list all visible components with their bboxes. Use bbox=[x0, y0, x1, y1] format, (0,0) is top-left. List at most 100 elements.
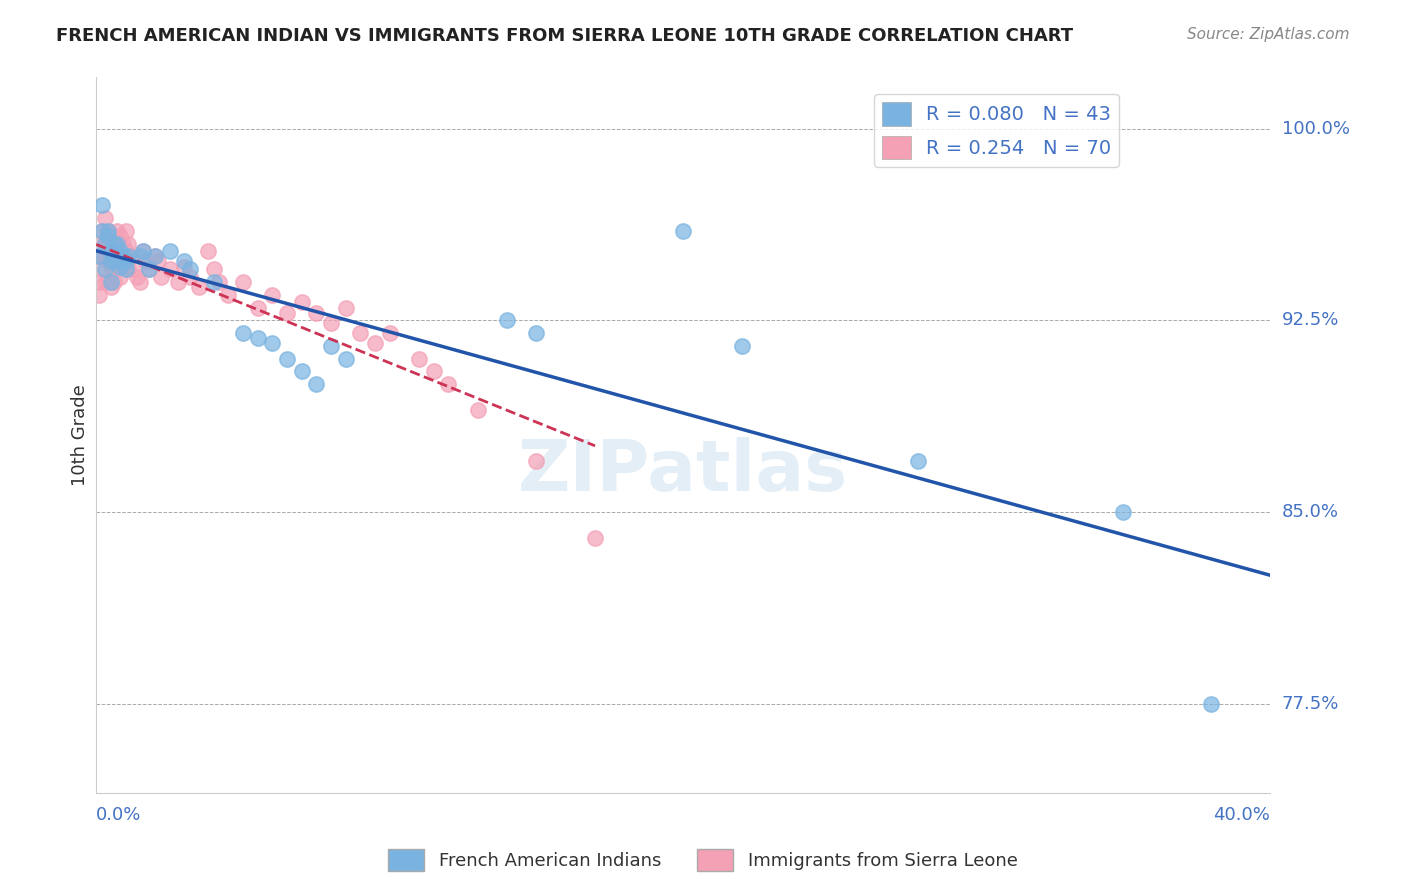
Text: 92.5%: 92.5% bbox=[1282, 311, 1339, 329]
Point bbox=[97, 224, 120, 238]
Point bbox=[105, 236, 128, 251]
Point bbox=[173, 254, 195, 268]
Text: 85.0%: 85.0% bbox=[1282, 503, 1339, 521]
Point bbox=[364, 336, 387, 351]
Point bbox=[105, 224, 128, 238]
Point bbox=[217, 287, 239, 301]
Point bbox=[149, 269, 172, 284]
Point bbox=[335, 301, 357, 315]
Point bbox=[114, 254, 136, 268]
Text: Source: ZipAtlas.com: Source: ZipAtlas.com bbox=[1187, 27, 1350, 42]
Point bbox=[276, 351, 298, 366]
Point bbox=[907, 454, 929, 468]
Point bbox=[114, 262, 136, 277]
Point bbox=[117, 262, 139, 277]
Point bbox=[262, 336, 284, 351]
Point bbox=[246, 331, 269, 345]
Point bbox=[94, 236, 117, 251]
Text: 100.0%: 100.0% bbox=[1282, 120, 1350, 137]
Point bbox=[91, 236, 114, 251]
Point bbox=[105, 244, 128, 259]
Point bbox=[246, 301, 269, 315]
Point bbox=[97, 254, 120, 268]
Point bbox=[97, 224, 120, 238]
Point bbox=[114, 244, 136, 259]
Point bbox=[1199, 697, 1222, 711]
Point bbox=[135, 254, 157, 268]
Point bbox=[108, 244, 131, 259]
Point bbox=[91, 262, 114, 277]
Point bbox=[143, 249, 166, 263]
Point bbox=[496, 313, 519, 327]
Point bbox=[100, 244, 122, 259]
Point bbox=[111, 236, 134, 251]
Text: ZIPatlas: ZIPatlas bbox=[517, 436, 848, 506]
Point bbox=[100, 280, 122, 294]
Point bbox=[167, 275, 190, 289]
Point bbox=[100, 244, 122, 259]
Point bbox=[124, 262, 146, 277]
Point bbox=[111, 257, 134, 271]
Point bbox=[378, 326, 401, 340]
Point bbox=[105, 254, 128, 268]
Text: 77.5%: 77.5% bbox=[1282, 695, 1339, 713]
Point bbox=[132, 244, 155, 259]
Point bbox=[202, 275, 225, 289]
Point bbox=[197, 244, 219, 259]
Point bbox=[108, 260, 131, 274]
Point bbox=[97, 228, 120, 243]
Point bbox=[422, 364, 444, 378]
Point bbox=[159, 262, 181, 277]
Point bbox=[117, 236, 139, 251]
Point bbox=[132, 244, 155, 259]
Point bbox=[143, 249, 166, 263]
Point bbox=[672, 224, 695, 238]
Point bbox=[305, 377, 328, 392]
Point bbox=[120, 249, 142, 263]
Point bbox=[117, 249, 139, 263]
Y-axis label: 10th Grade: 10th Grade bbox=[72, 384, 89, 486]
Point bbox=[108, 249, 131, 263]
Point bbox=[91, 224, 114, 238]
Point bbox=[114, 224, 136, 238]
Point bbox=[232, 275, 254, 289]
Point bbox=[87, 249, 110, 263]
Point bbox=[319, 316, 342, 330]
Point bbox=[94, 275, 117, 289]
Point bbox=[731, 339, 754, 353]
Point bbox=[100, 228, 122, 243]
Point bbox=[349, 326, 371, 340]
Point bbox=[105, 262, 128, 277]
Point bbox=[94, 211, 117, 225]
Point bbox=[232, 326, 254, 340]
Point bbox=[87, 275, 110, 289]
Point bbox=[103, 236, 125, 251]
Point bbox=[437, 377, 460, 392]
Point bbox=[524, 454, 547, 468]
Point bbox=[291, 364, 314, 378]
Text: 0.0%: 0.0% bbox=[96, 806, 142, 824]
Point bbox=[108, 228, 131, 243]
Point bbox=[94, 262, 117, 277]
Point bbox=[103, 236, 125, 251]
Point bbox=[111, 249, 134, 263]
Point bbox=[408, 351, 430, 366]
Point bbox=[97, 236, 120, 251]
Point bbox=[103, 249, 125, 263]
Point bbox=[1112, 505, 1135, 519]
Point bbox=[91, 198, 114, 212]
Point bbox=[129, 275, 152, 289]
Point bbox=[524, 326, 547, 340]
Point bbox=[467, 402, 489, 417]
Point bbox=[305, 305, 328, 319]
Point bbox=[187, 280, 209, 294]
Point bbox=[103, 254, 125, 268]
Point bbox=[127, 269, 149, 284]
Legend: French American Indians, Immigrants from Sierra Leone: French American Indians, Immigrants from… bbox=[381, 842, 1025, 879]
Point bbox=[97, 275, 120, 289]
Point bbox=[91, 249, 114, 263]
Point bbox=[100, 254, 122, 268]
Point bbox=[138, 262, 160, 277]
Text: 40.0%: 40.0% bbox=[1213, 806, 1270, 824]
Point bbox=[94, 249, 117, 263]
